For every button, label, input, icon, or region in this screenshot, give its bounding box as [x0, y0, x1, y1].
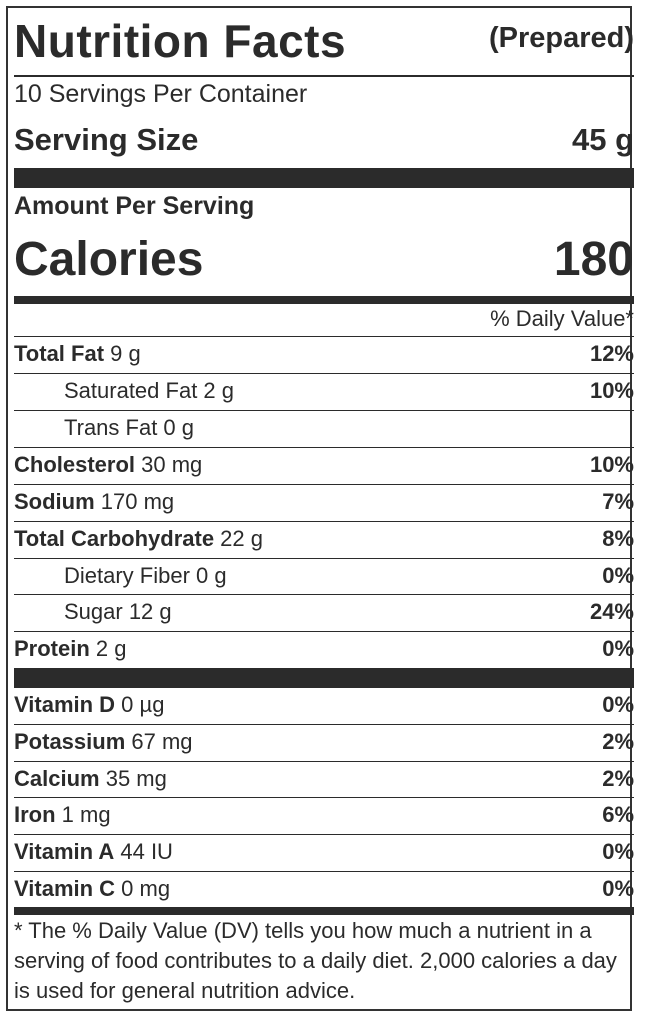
nutrient-row-cholesterol: Cholesterol 30 mg 10%: [14, 448, 634, 484]
nutrient-amount: 170 mg: [94, 489, 175, 514]
servings-per-container: 10 Servings Per Container: [14, 80, 308, 108]
nutrient-name: Trans Fat 0 g: [64, 415, 195, 440]
calories-label: Calories: [14, 233, 204, 286]
nutrient-dv: 10%: [589, 452, 634, 477]
nutrient-row-dietary-fiber: Dietary Fiber 0 g 0%: [14, 559, 634, 595]
nutrient-row-saturated-fat: Saturated Fat 2 g 10%: [14, 374, 634, 410]
nutrient-amount: 30 mg: [135, 452, 203, 477]
nutrient-dv: 0%: [602, 876, 634, 901]
nutrient-name: Cholesterol: [14, 452, 136, 477]
nutrient-dv: 2%: [602, 729, 634, 754]
nutrient-amount: 44 IU: [114, 839, 173, 864]
vitamin-row-iron: Iron 1 mg 6%: [14, 798, 634, 834]
row-divider: [14, 484, 634, 485]
row-divider: [14, 834, 634, 835]
nutrient-dv: 0%: [602, 692, 634, 717]
medium-divider: [14, 296, 634, 304]
vitamin-row-vitamin-a: Vitamin A 44 IU 0%: [14, 835, 634, 871]
row-divider: [14, 447, 634, 448]
nutrient-dv: 2%: [602, 766, 634, 791]
medium-divider: [14, 907, 634, 915]
nutrient-name: Vitamin D: [14, 692, 116, 717]
nutrient-name: Dietary Fiber 0 g: [64, 563, 227, 588]
nutrient-name: Iron: [14, 802, 56, 827]
nutrient-dv: 10%: [589, 378, 634, 403]
nutrient-row-total-fat: Total Fat 9 g 12%: [14, 337, 634, 373]
nutrient-amount: 35 mg: [99, 766, 167, 791]
label-subtitle: (Prepared): [488, 22, 634, 54]
nutrient-amount: 0 µg: [115, 692, 165, 717]
calories-value: 180: [553, 233, 634, 286]
nutrient-row-sodium: Sodium 170 mg 7%: [14, 485, 634, 521]
thick-divider: [14, 168, 634, 188]
vitamin-row-calcium: Calcium 35 mg 2%: [14, 762, 634, 798]
nutrient-amount: 0 mg: [115, 876, 171, 901]
nutrient-amount: 9 g: [104, 341, 141, 366]
nutrient-dv: 12%: [589, 341, 634, 366]
amount-per-serving: Amount Per Serving: [14, 192, 255, 220]
footnote: * The % Daily Value (DV) tells you how m…: [14, 918, 617, 1003]
row-divider: [14, 594, 634, 595]
nutrient-name: Protein: [14, 636, 90, 661]
serving-size-value: 45 g: [571, 122, 634, 157]
serving-size-label: Serving Size: [14, 122, 199, 157]
row-divider: [14, 724, 634, 725]
nutrient-name: Total Fat: [14, 341, 105, 366]
daily-value-header: % Daily Value*: [490, 306, 634, 331]
nutrient-dv: 7%: [602, 489, 634, 514]
nutrient-amount: 2 g: [89, 636, 127, 661]
row-divider: [14, 558, 634, 559]
nutrient-row-total-carbohydrate: Total Carbohydrate 22 g 8%: [14, 522, 634, 558]
nutrient-dv: 0%: [602, 636, 634, 661]
row-divider: [14, 631, 634, 632]
nutrient-amount: 22 g: [214, 526, 263, 551]
nutrient-name: Saturated Fat 2 g: [64, 378, 234, 403]
nutrient-dv: 8%: [602, 526, 634, 551]
vitamin-row-vitamin-d: Vitamin D 0 µg 0%: [14, 688, 634, 724]
nutrient-dv: 0%: [602, 839, 634, 864]
nutrient-dv: 6%: [602, 802, 634, 827]
nutrient-row-trans-fat: Trans Fat 0 g: [14, 411, 634, 447]
row-divider: [14, 336, 634, 337]
nutrient-name: Calcium: [14, 766, 100, 791]
nutrient-row-sugar: Sugar 12 g 24%: [14, 595, 634, 631]
thick-divider: [14, 668, 634, 688]
row-divider: [14, 761, 634, 762]
nutrient-name: Total Carbohydrate: [14, 526, 215, 551]
nutrient-dv: 0%: [602, 563, 634, 588]
divider: [14, 75, 634, 77]
nutrient-amount: 67 mg: [125, 729, 193, 754]
label-title: Nutrition Facts: [14, 15, 347, 67]
nutrient-row-protein: Protein 2 g 0%: [14, 632, 634, 668]
nutrient-name: Sodium: [14, 489, 95, 514]
row-divider: [14, 373, 634, 374]
row-divider: [14, 410, 634, 411]
nutrient-name: Vitamin A: [14, 839, 115, 864]
vitamin-row-potassium: Potassium 67 mg 2%: [14, 725, 634, 761]
nutrient-amount: 1 mg: [55, 802, 111, 827]
row-divider: [14, 521, 634, 522]
nutrient-name: Potassium: [14, 729, 126, 754]
row-divider: [14, 871, 634, 872]
nutrient-name: Sugar 12 g: [64, 599, 172, 624]
nutrient-dv: 24%: [589, 599, 634, 624]
vitamin-row-vitamin-c: Vitamin C 0 mg 0%: [14, 872, 634, 908]
nutrient-name: Vitamin C: [14, 876, 116, 901]
row-divider: [14, 797, 634, 798]
